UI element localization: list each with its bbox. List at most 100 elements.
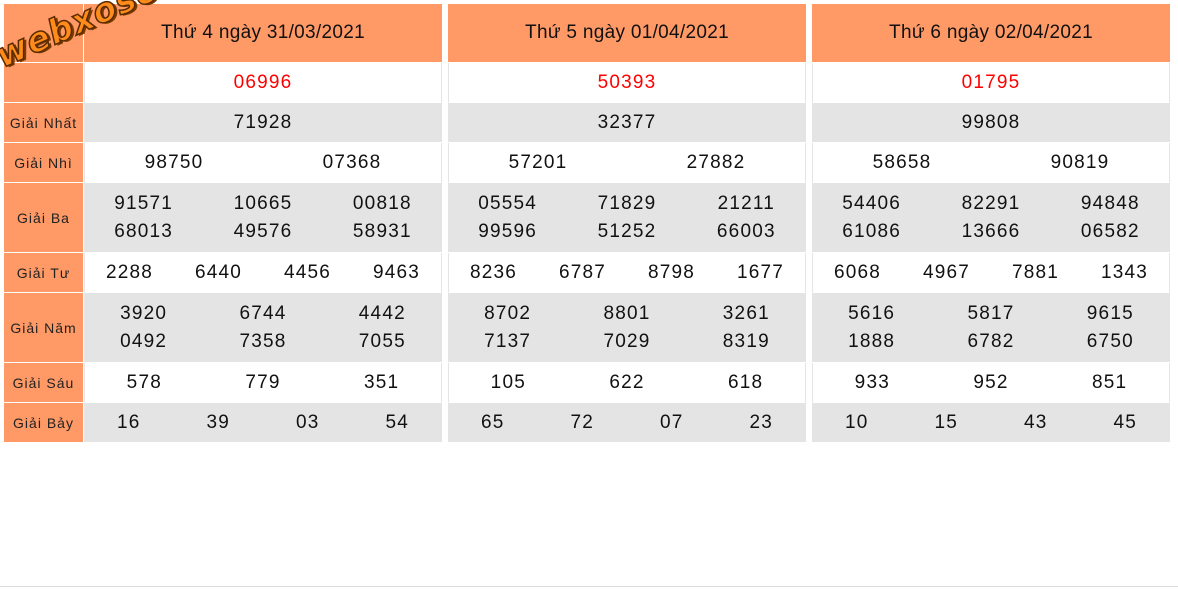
prize-number: 6782 bbox=[967, 330, 1015, 352]
prize-row: 65 72 07 23 bbox=[448, 403, 806, 443]
prize-numbers: 6068 4967 7881 1343 bbox=[813, 262, 1169, 284]
prize-numbers: 91571 10665 00818 68013 49576 58931 bbox=[84, 193, 442, 243]
prize-row: 91571 10665 00818 68013 49576 58931 bbox=[84, 183, 442, 253]
prize-label: Giải Ba bbox=[4, 183, 84, 253]
prize-number: 7881 bbox=[1011, 261, 1060, 283]
day-header: Thứ 5 ngày 01/04/2021 bbox=[448, 4, 806, 63]
prize-number: 90819 bbox=[1050, 151, 1110, 173]
prize-number: 6744 bbox=[239, 302, 287, 324]
prize-numbers: 71928 bbox=[84, 112, 442, 134]
prize-number: 6787 bbox=[558, 261, 607, 283]
prize-number: 4442 bbox=[358, 302, 406, 324]
prize-number: 933 bbox=[854, 371, 890, 393]
prize-label: Giải Nhì bbox=[4, 143, 84, 183]
prize-row: 933 952 851 bbox=[812, 363, 1170, 403]
prize-row: 50393 bbox=[448, 63, 806, 103]
prize-number: 16 bbox=[116, 411, 141, 433]
prize-numbers: 57201 27882 bbox=[449, 152, 805, 174]
prize-numbers: 32377 bbox=[448, 112, 806, 134]
prize-number: 8319 bbox=[722, 330, 770, 352]
day-column: Thứ 4 ngày 31/03/2021 06996 71928 98750 0736… bbox=[84, 4, 442, 443]
prize-number: 9615 bbox=[1086, 302, 1134, 324]
prize-number: 779 bbox=[245, 371, 281, 393]
day-header: Thứ 6 ngày 02/04/2021 bbox=[812, 4, 1170, 63]
prize-number: 03 bbox=[295, 411, 320, 433]
results-table-day-1: Giải Nhất Giải Nhì Giải Ba Giải Tư Giải Năm G… bbox=[4, 4, 442, 443]
prize-number: 4967 bbox=[922, 261, 971, 283]
prize-row: 5616 5817 9615 1888 6782 6750 bbox=[812, 293, 1170, 363]
prize-row: 2288 6440 4456 9463 bbox=[84, 253, 442, 293]
prize-number: 7029 bbox=[603, 330, 651, 352]
prize-number: 57201 bbox=[508, 151, 568, 173]
divider bbox=[0, 586, 1178, 587]
prize-row: 58658 90819 bbox=[812, 143, 1170, 183]
prize-number: 8236 bbox=[469, 261, 518, 283]
prize-number: 10 bbox=[844, 411, 869, 433]
prize-row: 8236 6787 8798 1677 bbox=[448, 253, 806, 293]
prize-number: 8702 bbox=[484, 302, 532, 324]
prize-numbers: 933 952 851 bbox=[813, 372, 1169, 394]
results-table-day-2: Thứ 5 ngày 01/04/2021 50393 32377 57201 2788… bbox=[448, 4, 806, 443]
prize-number: 72 bbox=[570, 411, 595, 433]
prize-number: 71928 bbox=[233, 111, 293, 133]
prize-numbers: 05554 71829 21211 99596 51252 66003 bbox=[448, 193, 806, 243]
header-corner bbox=[4, 4, 84, 63]
prize-number: 6440 bbox=[194, 261, 243, 283]
prize-number: 7137 bbox=[484, 330, 532, 352]
prize-number: 10665 bbox=[233, 192, 293, 214]
prize-number: 0492 bbox=[120, 330, 168, 352]
prize-row: 8702 8801 3261 7137 7029 8319 bbox=[448, 293, 806, 363]
prize-label: Giải Năm bbox=[4, 293, 84, 363]
prize-numbers: 8702 8801 3261 7137 7029 8319 bbox=[448, 303, 806, 353]
prize-number: 2288 bbox=[105, 261, 154, 283]
prize-numbers: 54406 82291 94848 61086 13666 06582 bbox=[812, 193, 1170, 243]
prize-numbers: 50393 bbox=[449, 72, 805, 94]
prize-numbers: 3920 6744 4442 0492 7358 7055 bbox=[84, 303, 442, 353]
day-header: Thứ 4 ngày 31/03/2021 bbox=[84, 4, 442, 63]
special-prize-number: 06996 bbox=[233, 71, 293, 93]
prize-number: 7358 bbox=[239, 330, 287, 352]
prize-number: 68013 bbox=[114, 220, 174, 242]
prize-number: 00818 bbox=[352, 192, 412, 214]
prize-row: 578 779 351 bbox=[84, 363, 442, 403]
prize-number: 06582 bbox=[1080, 220, 1140, 242]
prize-row: 3920 6744 4442 0492 7358 7055 bbox=[84, 293, 442, 363]
prize-number: 27882 bbox=[686, 151, 746, 173]
prize-row: 105 622 618 bbox=[448, 363, 806, 403]
prize-number: 94848 bbox=[1080, 192, 1140, 214]
prize-number: 4456 bbox=[283, 261, 332, 283]
prize-number: 13666 bbox=[961, 220, 1021, 242]
prize-numbers: 06996 bbox=[85, 72, 441, 94]
prize-number: 82291 bbox=[961, 192, 1021, 214]
prize-label: Giải Bảy bbox=[4, 403, 84, 443]
prize-number: 952 bbox=[973, 371, 1009, 393]
prize-number: 07368 bbox=[322, 151, 382, 173]
prize-number: 05554 bbox=[478, 192, 538, 214]
prize-number: 07 bbox=[659, 411, 684, 433]
prize-number: 58931 bbox=[352, 220, 412, 242]
prize-number: 6750 bbox=[1086, 330, 1134, 352]
prize-row: 99808 bbox=[812, 103, 1170, 143]
prize-number: 5616 bbox=[848, 302, 896, 324]
prize-numbers: 65 72 07 23 bbox=[448, 412, 806, 434]
prize-number: 54406 bbox=[842, 192, 902, 214]
prize-numbers: 16 39 03 54 bbox=[84, 412, 442, 434]
prize-row: 54406 82291 94848 61086 13666 06582 bbox=[812, 183, 1170, 253]
prize-row: 05554 71829 21211 99596 51252 66003 bbox=[448, 183, 806, 253]
prize-numbers: 578 779 351 bbox=[85, 372, 441, 394]
special-prize-number: 01795 bbox=[961, 71, 1021, 93]
prize-row: 01795 bbox=[812, 63, 1170, 103]
prize-number: 1888 bbox=[848, 330, 896, 352]
prize-label-column: Giải Nhất Giải Nhì Giải Ba Giải Tư Giải Năm G… bbox=[4, 4, 84, 443]
prize-numbers: 2288 6440 4456 9463 bbox=[85, 262, 441, 284]
prize-number: 21211 bbox=[717, 192, 776, 214]
prize-row: 98750 07368 bbox=[84, 143, 442, 183]
prize-row: 06996 bbox=[84, 63, 442, 103]
prize-number: 3261 bbox=[722, 302, 770, 324]
prize-number: 51252 bbox=[597, 220, 657, 242]
prize-number: 1343 bbox=[1100, 261, 1149, 283]
prize-number: 71829 bbox=[597, 192, 657, 214]
prize-number: 622 bbox=[609, 371, 645, 393]
prize-numbers: 105 622 618 bbox=[449, 372, 805, 394]
prize-row: 10 15 43 45 bbox=[812, 403, 1170, 443]
